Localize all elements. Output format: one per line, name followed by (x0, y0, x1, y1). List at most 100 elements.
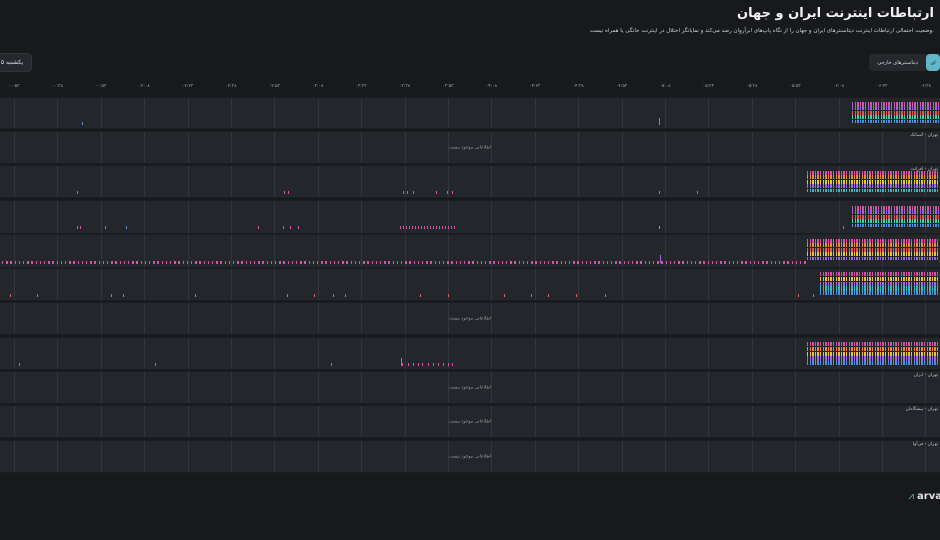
status-bar (861, 175, 863, 180)
status-bar (937, 276, 939, 281)
status-bar (914, 115, 916, 119)
status-bar (931, 175, 934, 180)
status-bar (905, 256, 908, 261)
status-bar (418, 363, 420, 366)
status-bar (898, 243, 900, 248)
grid-line (187, 441, 189, 472)
grid-line (578, 269, 580, 300)
status-bar (918, 356, 921, 361)
status-bar (830, 276, 832, 281)
status-bar (493, 261, 495, 264)
status-bar (833, 243, 835, 248)
status-bar (905, 239, 908, 243)
status-bar (854, 214, 856, 219)
grid-line (925, 303, 927, 334)
grid-line (317, 372, 319, 403)
status-bar (627, 261, 630, 264)
status-bar (922, 115, 924, 119)
status-bar (888, 206, 890, 210)
status-bar (867, 102, 869, 106)
status-bar (866, 361, 869, 366)
status-bar (931, 252, 934, 256)
status-bar (848, 346, 850, 351)
status-bar (898, 281, 900, 286)
status-bar (903, 175, 905, 180)
status-bar (37, 294, 39, 297)
status-bar (888, 214, 890, 219)
status-bar (807, 346, 809, 351)
status-bar (711, 261, 714, 264)
status-bar (885, 175, 887, 180)
status-bar (859, 175, 861, 180)
status-bar (937, 119, 940, 124)
arvan-logo-icon: ⩘ (908, 491, 915, 502)
status-bar (835, 188, 837, 193)
status-bar (898, 106, 901, 111)
status-bar (807, 239, 809, 243)
status-bar (905, 351, 908, 356)
time-tick: ۰۶:۰۸ (833, 84, 845, 89)
status-bar (921, 179, 923, 184)
status-bar (840, 351, 843, 356)
status-bar (900, 256, 902, 261)
status-bar (883, 115, 885, 119)
status-bar (314, 294, 316, 297)
status-bar (342, 261, 344, 264)
status-bar (300, 261, 302, 264)
status-bar (927, 219, 929, 223)
status-bar (123, 261, 126, 264)
grid-line (317, 235, 319, 267)
grid-line (100, 303, 102, 334)
status-bar (875, 206, 877, 210)
date-selector-button[interactable]: یکشنبه ۵ (0, 53, 32, 72)
status-bar (874, 346, 876, 351)
status-bar (880, 115, 882, 119)
status-bar (846, 291, 848, 296)
status-bar (885, 239, 887, 243)
status-bar (901, 102, 903, 106)
status-bar (927, 110, 929, 115)
status-bar (827, 356, 830, 361)
status-bar (233, 261, 235, 264)
status-bar (921, 188, 923, 193)
status-bar (903, 252, 905, 256)
status-bar (835, 252, 837, 256)
status-bar (900, 243, 902, 248)
grid-line (14, 406, 15, 437)
status-bar (934, 175, 936, 180)
status-bar (926, 342, 928, 347)
status-bar (934, 291, 936, 296)
grid-line (57, 166, 59, 197)
status-bar (851, 342, 853, 347)
status-bar (890, 175, 892, 180)
status-bar (865, 210, 867, 215)
status-bar (809, 361, 811, 366)
status-bar (825, 272, 827, 277)
grid-line (448, 98, 449, 128)
tab-foreign-datacenters[interactable]: دیتاسنترهای خارجی (869, 54, 926, 71)
status-bar (203, 261, 205, 264)
status-bar (865, 206, 867, 210)
status-bar (822, 281, 824, 286)
status-bar (396, 261, 399, 264)
grid-line (534, 201, 536, 233)
status-bar (830, 252, 832, 256)
status-bar (852, 119, 854, 124)
status-bar (814, 342, 817, 347)
status-bar (895, 272, 897, 277)
status-bar (23, 261, 25, 264)
status-bar (911, 256, 913, 261)
status-bar (872, 291, 874, 296)
status-bar (864, 291, 866, 296)
status-bar (887, 179, 889, 184)
status-bar (911, 214, 914, 219)
status-bar (452, 363, 454, 366)
status-bar (859, 102, 862, 106)
status-bar (843, 281, 845, 286)
tab-iran-datacenters[interactable]: ای (926, 54, 940, 71)
status-bar (126, 226, 128, 229)
status-bar (882, 188, 884, 193)
status-bar (812, 346, 814, 351)
status-bar (573, 261, 575, 264)
grid-line (578, 338, 580, 369)
